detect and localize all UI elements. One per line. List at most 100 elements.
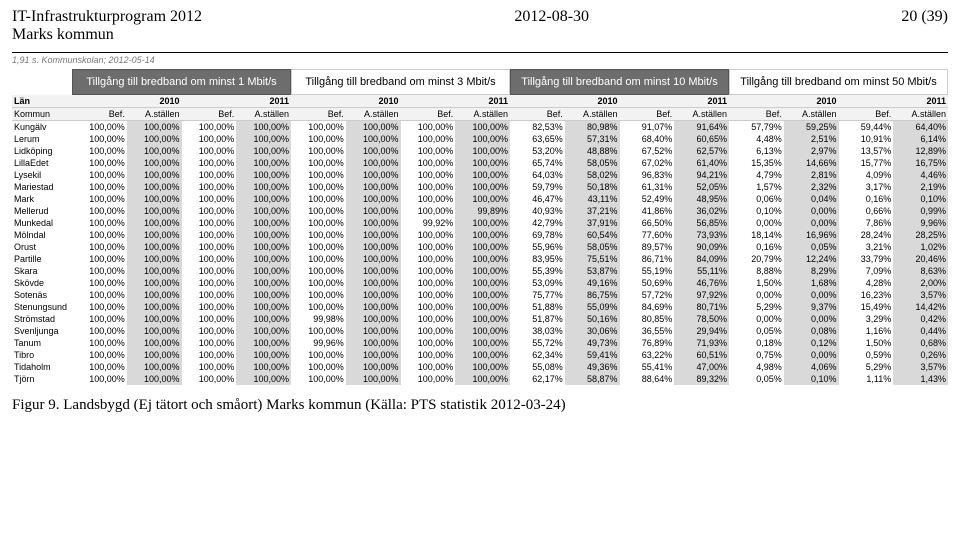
data-cell: 50,16%	[565, 313, 620, 325]
data-cell: 100,00%	[236, 169, 291, 181]
data-cell: 100,00%	[236, 121, 291, 134]
data-cell: 8,88%	[729, 265, 784, 277]
data-cell: 4,09%	[839, 169, 894, 181]
data-cell: 100,00%	[401, 145, 456, 157]
row-label: Lysekil	[12, 169, 72, 181]
table-row: Lidköping100,00%100,00%100,00%100,00%100…	[12, 145, 948, 157]
data-cell: 100,00%	[401, 301, 456, 313]
header-bef: Bef.	[72, 108, 127, 121]
data-cell: 100,00%	[182, 313, 237, 325]
data-cell: 100,00%	[346, 253, 401, 265]
data-cell: 67,52%	[620, 145, 675, 157]
data-cell: 3,57%	[893, 289, 948, 301]
row-label: Orust	[12, 241, 72, 253]
data-cell: 91,07%	[620, 121, 675, 134]
data-cell: 37,21%	[565, 205, 620, 217]
data-cell: 100,00%	[127, 265, 182, 277]
data-cell: 59,41%	[565, 349, 620, 361]
data-cell: 100,00%	[127, 373, 182, 385]
data-cell: 64,40%	[893, 121, 948, 134]
header-ast: A.ställen	[893, 108, 948, 121]
data-cell: 100,00%	[127, 121, 182, 134]
data-cell: 100,00%	[236, 265, 291, 277]
data-cell: 55,41%	[620, 361, 675, 373]
data-cell: 58,87%	[565, 373, 620, 385]
data-cell: 89,57%	[620, 241, 675, 253]
data-cell: 1,11%	[839, 373, 894, 385]
data-cell: 0,00%	[729, 313, 784, 325]
table-row: LillaEdet100,00%100,00%100,00%100,00%100…	[12, 157, 948, 169]
data-cell: 100,00%	[72, 169, 127, 181]
data-cell: 100,00%	[236, 241, 291, 253]
data-cell: 100,00%	[127, 181, 182, 193]
data-cell: 100,00%	[291, 349, 346, 361]
data-cell: 58,05%	[565, 157, 620, 169]
table-row: Mariestad100,00%100,00%100,00%100,00%100…	[12, 181, 948, 193]
table-row: Lerum100,00%100,00%100,00%100,00%100,00%…	[12, 133, 948, 145]
data-cell: 3,57%	[893, 361, 948, 373]
year-cell: 2011	[839, 95, 949, 108]
data-cell: 100,00%	[346, 289, 401, 301]
data-cell: 91,64%	[674, 121, 729, 134]
year-cell: 2011	[620, 95, 730, 108]
header-lan: Län	[12, 95, 72, 108]
data-cell: 100,00%	[127, 277, 182, 289]
data-cell: 100,00%	[127, 301, 182, 313]
data-cell: 100,00%	[236, 145, 291, 157]
row-label: Tidaholm	[12, 361, 72, 373]
data-cell: 80,71%	[674, 301, 729, 313]
data-cell: 2,51%	[784, 133, 839, 145]
data-cell: 100,00%	[72, 253, 127, 265]
data-cell: 100,00%	[291, 361, 346, 373]
data-cell: 100,00%	[455, 373, 510, 385]
data-cell: 14,66%	[784, 157, 839, 169]
data-cell: 42,79%	[510, 217, 565, 229]
row-label: Tibro	[12, 349, 72, 361]
data-cell: 2,32%	[784, 181, 839, 193]
table-body: Kungälv100,00%100,00%100,00%100,00%100,0…	[12, 121, 948, 386]
data-cell: 100,00%	[127, 361, 182, 373]
data-cell: 100,00%	[236, 205, 291, 217]
data-cell: 100,00%	[346, 349, 401, 361]
row-label: Skövde	[12, 277, 72, 289]
data-cell: 15,35%	[729, 157, 784, 169]
data-cell: 62,17%	[510, 373, 565, 385]
data-cell: 97,92%	[674, 289, 729, 301]
data-cell: 53,20%	[510, 145, 565, 157]
data-cell: 100,00%	[182, 349, 237, 361]
subhead-row: Kommun Bef.A.ställen Bef.A.ställen Bef.A…	[12, 108, 948, 121]
data-cell: 100,00%	[455, 133, 510, 145]
row-label: LillaEdet	[12, 157, 72, 169]
data-cell: 1,02%	[893, 241, 948, 253]
data-cell: 100,00%	[401, 181, 456, 193]
header-ast: A.ställen	[127, 108, 182, 121]
table-row: Tjörn100,00%100,00%100,00%100,00%100,00%…	[12, 373, 948, 385]
data-cell: 63,65%	[510, 133, 565, 145]
data-cell: 62,34%	[510, 349, 565, 361]
data-cell: 0,75%	[729, 349, 784, 361]
data-table: Län 2010 2011 2010 2011 2010 2011 2010 2…	[12, 95, 948, 385]
data-cell: 2,19%	[893, 181, 948, 193]
data-cell: 100,00%	[291, 217, 346, 229]
data-cell: 55,08%	[510, 361, 565, 373]
data-cell: 0,26%	[893, 349, 948, 361]
data-cell: 100,00%	[182, 121, 237, 134]
divider	[12, 52, 948, 53]
data-cell: 100,00%	[236, 157, 291, 169]
data-cell: 100,00%	[401, 349, 456, 361]
data-cell: 100,00%	[127, 169, 182, 181]
data-cell: 100,00%	[236, 337, 291, 349]
data-cell: 100,00%	[346, 169, 401, 181]
data-cell: 100,00%	[182, 277, 237, 289]
data-cell: 100,00%	[401, 265, 456, 277]
data-cell: 100,00%	[182, 373, 237, 385]
data-cell: 59,44%	[839, 121, 894, 134]
data-cell: 100,00%	[346, 193, 401, 205]
data-cell: 100,00%	[291, 145, 346, 157]
data-cell: 33,79%	[839, 253, 894, 265]
data-cell: 16,75%	[893, 157, 948, 169]
data-cell: 100,00%	[346, 181, 401, 193]
data-cell: 57,31%	[565, 133, 620, 145]
data-cell: 38,03%	[510, 325, 565, 337]
data-cell: 100,00%	[72, 181, 127, 193]
